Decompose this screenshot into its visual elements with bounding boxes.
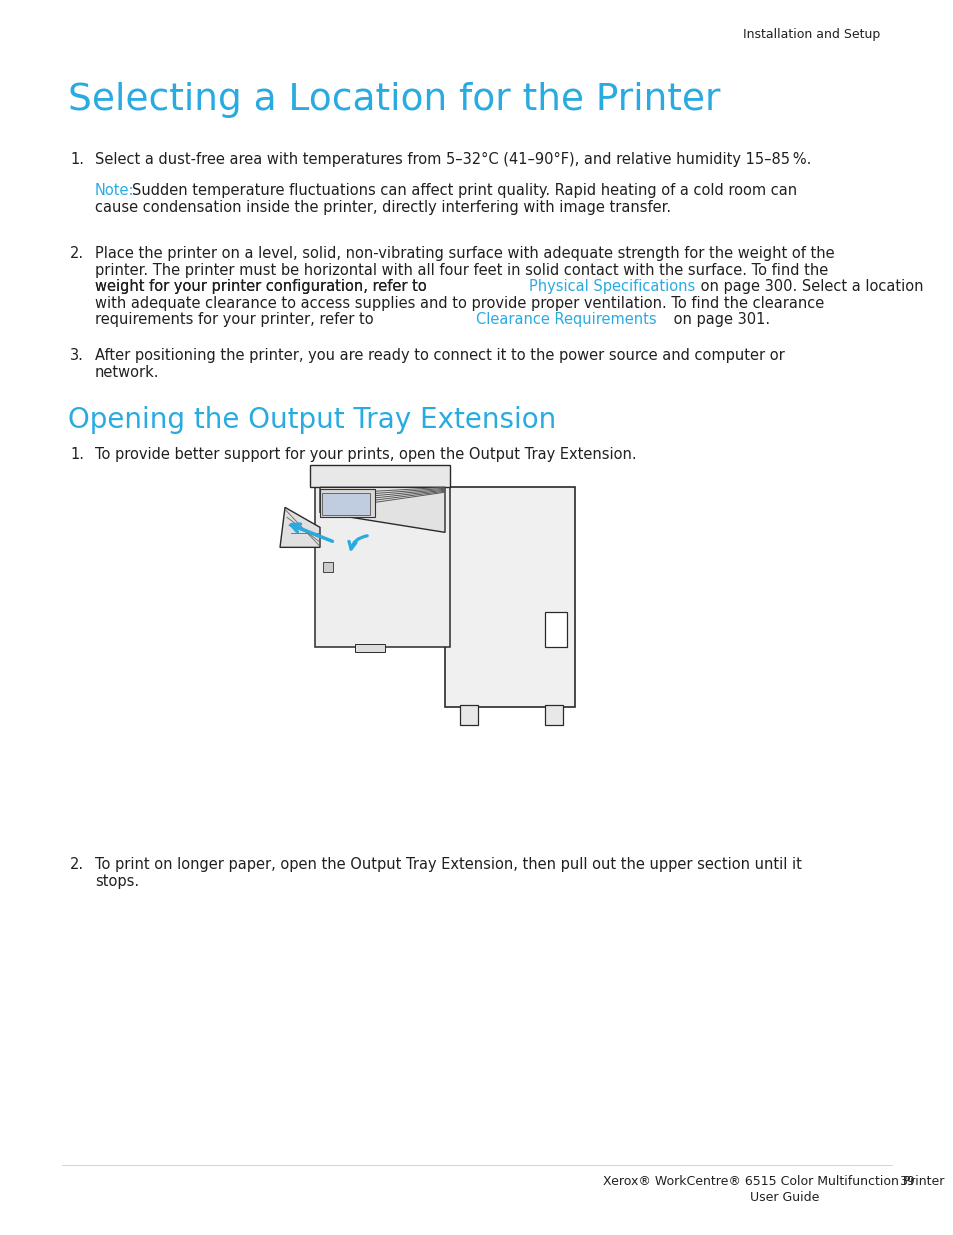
Text: After positioning the printer, you are ready to connect it to the power source a: After positioning the printer, you are r… — [95, 348, 784, 363]
Text: Clearance Requirements: Clearance Requirements — [476, 312, 656, 327]
Text: Select a dust-free area with temperatures from 5–32°C (41–90°F), and relative hu: Select a dust-free area with temperature… — [95, 152, 810, 167]
Text: requirements for your printer, refer to: requirements for your printer, refer to — [95, 312, 377, 327]
Polygon shape — [280, 508, 319, 547]
Text: cause condensation inside the printer, directly interfering with image transfer.: cause condensation inside the printer, d… — [95, 200, 670, 215]
Text: Note:: Note: — [95, 183, 134, 199]
Bar — [459, 705, 477, 725]
Bar — [444, 488, 575, 708]
Bar — [322, 493, 370, 515]
Text: Sudden temperature fluctuations can affect print quality. Rapid heating of a col: Sudden temperature fluctuations can affe… — [132, 183, 797, 199]
Text: on page 300. Select a location: on page 300. Select a location — [695, 279, 923, 294]
Text: To print on longer paper, open the Output Tray Extension, then pull out the uppe: To print on longer paper, open the Outpu… — [95, 857, 801, 872]
Text: Opening the Output Tray Extension: Opening the Output Tray Extension — [68, 406, 556, 433]
Text: printer. The printer must be horizontal with all four feet in solid contact with: printer. The printer must be horizontal … — [95, 263, 827, 278]
Text: Physical Specifications: Physical Specifications — [529, 279, 695, 294]
Bar — [310, 466, 450, 488]
Text: 1.: 1. — [70, 447, 84, 462]
Text: To provide better support for your prints, open the Output Tray Extension.: To provide better support for your print… — [95, 447, 636, 462]
Text: with adequate clearance to access supplies and to provide proper ventilation. To: with adequate clearance to access suppli… — [95, 295, 823, 310]
Text: Place the printer on a level, solid, non-vibrating surface with adequate strengt: Place the printer on a level, solid, non… — [95, 246, 834, 261]
Text: Installation and Setup: Installation and Setup — [742, 28, 879, 41]
Text: 39: 39 — [898, 1174, 914, 1188]
Text: User Guide: User Guide — [749, 1191, 819, 1204]
Bar — [314, 488, 450, 647]
Bar — [319, 489, 375, 517]
Text: weight for your printer configuration, refer to: weight for your printer configuration, r… — [95, 279, 431, 294]
Text: 1.: 1. — [70, 152, 84, 167]
Text: 2.: 2. — [70, 246, 84, 261]
Bar — [544, 613, 566, 647]
Text: 2.: 2. — [70, 857, 84, 872]
Bar — [544, 705, 562, 725]
Text: Xerox® WorkCentre® 6515 Color Multifunction Printer: Xerox® WorkCentre® 6515 Color Multifunct… — [602, 1174, 943, 1188]
Bar — [323, 562, 333, 572]
Text: stops.: stops. — [95, 874, 139, 889]
Text: 3.: 3. — [70, 348, 84, 363]
Bar — [355, 645, 385, 652]
Text: network.: network. — [95, 364, 159, 380]
Text: Selecting a Location for the Printer: Selecting a Location for the Printer — [68, 82, 720, 119]
Text: on page 301.: on page 301. — [668, 312, 769, 327]
Text: weight for your printer configuration, refer to: weight for your printer configuration, r… — [95, 279, 431, 294]
Polygon shape — [319, 488, 444, 532]
